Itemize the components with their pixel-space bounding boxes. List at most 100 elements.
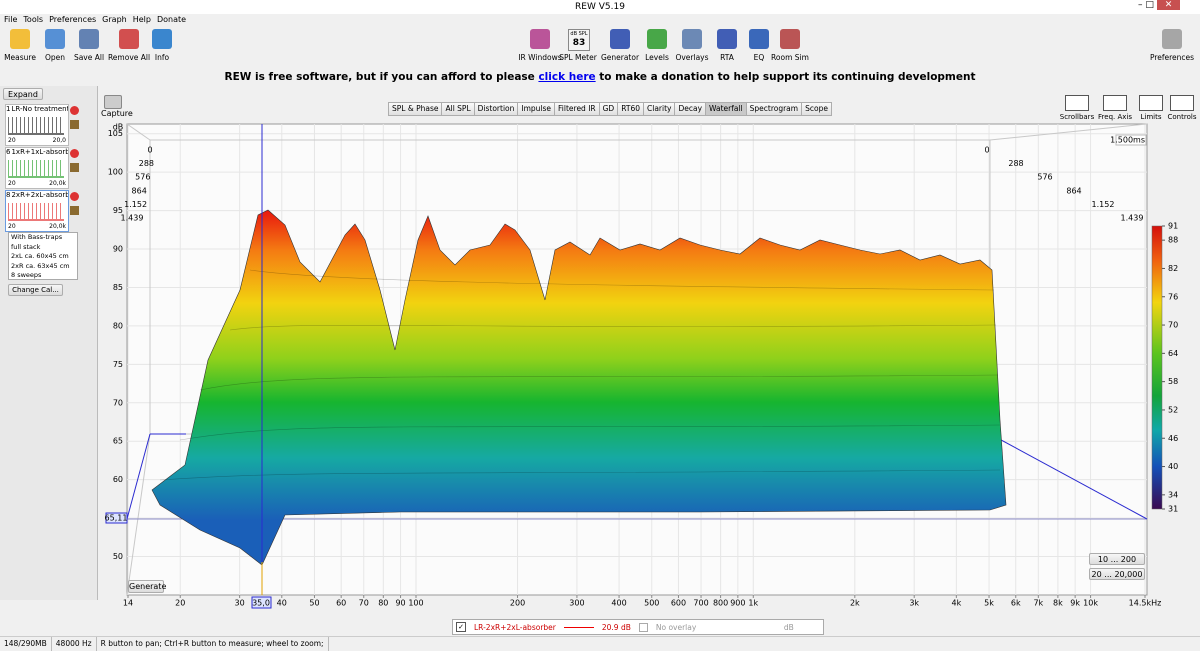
menu-item[interactable]: File — [4, 15, 18, 24]
x-tick-label: 5k — [984, 599, 994, 608]
y-tick-label: 70 — [113, 398, 123, 407]
cursor-plane — [126, 433, 1148, 520]
x-tick-label: 600 — [671, 599, 686, 608]
toolbar-button[interactable]: Measure — [0, 29, 45, 62]
measurement-name: LR-No treatment — [11, 105, 69, 113]
legend-value: 20.9 dB — [601, 622, 631, 632]
x-tick-label: 8k — [1053, 599, 1063, 608]
edit-icon[interactable] — [70, 206, 79, 215]
thumb-label: 20 — [8, 180, 16, 187]
toolbar-button[interactable]: RTA — [702, 29, 752, 62]
checkbox[interactable]: ✓ — [456, 622, 466, 632]
toolbar-icon — [45, 29, 65, 49]
menu-item[interactable]: Graph — [102, 15, 127, 24]
graph-tab[interactable]: Clarity — [643, 102, 676, 116]
y-tick-label: 75 — [113, 360, 123, 369]
measurement-entry[interactable]: 82xR+2xL-absorber 20 20,0k — [5, 190, 69, 232]
expand-button[interactable]: Expand — [3, 88, 43, 100]
thumb-label: 20,0k — [49, 223, 66, 230]
toolbar-button[interactable]: Preferences — [1147, 29, 1197, 62]
time-label: 1.152 — [124, 200, 147, 209]
note-line: With Bass-traps — [11, 233, 63, 241]
view-control[interactable]: Limits — [1133, 95, 1169, 121]
edit-icon[interactable] — [70, 163, 79, 172]
toolbar-button[interactable]: Open — [30, 29, 80, 62]
remove-icon[interactable] — [70, 192, 79, 201]
y-tick-label: 60 — [113, 475, 123, 484]
toolbar-label: Save All — [73, 53, 105, 62]
measurement-entry[interactable]: 61xR+1xL-absorber 20 20,0k — [5, 147, 69, 189]
remove-icon[interactable] — [70, 106, 79, 115]
x-tick-label: 100 — [408, 599, 423, 608]
graph-tab[interactable]: SPL & Phase — [388, 102, 443, 116]
graph-tab[interactable]: RT60 — [617, 102, 645, 116]
window-controls[interactable]: – □ ✕ — [1138, 0, 1200, 14]
x-tick-label: 500 — [644, 599, 659, 608]
donation-link[interactable]: click here — [538, 71, 596, 83]
x-tick-label: 50 — [309, 599, 319, 608]
range-button[interactable]: 20 ... 20,000 — [1089, 568, 1145, 580]
remove-icon[interactable] — [70, 149, 79, 158]
thumb-label: 20,0k — [49, 180, 66, 187]
measurement-title: 82xR+2xL-absorber — [6, 191, 68, 199]
capture-label: Capture — [101, 109, 133, 118]
graph-tab[interactable]: Filtered IR — [554, 102, 600, 116]
graph-tab[interactable]: Scope — [801, 102, 832, 116]
toolbar-label: Preferences — [1149, 53, 1195, 62]
toolbar-button[interactable]: Levels — [632, 29, 682, 62]
status-item: 48000 Hz — [52, 637, 97, 651]
measurement-title: 1LR-No treatment — [6, 105, 68, 113]
measurement-entry[interactable]: 1LR-No treatment 20 20,0 — [5, 104, 69, 146]
range-buttons: 10 ... 200 20 ... 20,000 — [1089, 553, 1145, 583]
menu-item[interactable]: Tools — [23, 15, 44, 24]
time-label: 1.152 — [1092, 200, 1115, 209]
x-tick-label: 300 — [569, 599, 584, 608]
checkbox[interactable] — [638, 622, 648, 632]
view-control-label: Freq. Axis — [1098, 113, 1132, 121]
time-label: 288 — [139, 159, 154, 168]
time-label: 0 — [147, 146, 152, 155]
x-tick-label: 90 — [395, 599, 405, 608]
toolbar: Measure Open Save All Remove All Info IR Wind… — [0, 27, 1200, 68]
note-line: 2xL ca. 60x45 cm — [11, 252, 69, 260]
graph-tab[interactable]: Decay — [674, 102, 707, 116]
graph-tab[interactable]: Waterfall — [705, 102, 747, 116]
view-control[interactable]: Freq. Axis — [1097, 95, 1133, 121]
cursor-x-box — [251, 596, 272, 609]
colorbar-tick-label: 34 — [1168, 490, 1178, 499]
toolbar-button[interactable]: EQ — [734, 29, 784, 62]
toolbar-icon — [780, 29, 800, 49]
toolbar-button[interactable]: Info — [137, 29, 187, 62]
toolbar-button[interactable]: Overlays — [667, 29, 717, 62]
cursor-x-label: 35,0 — [252, 599, 270, 608]
edit-icon[interactable] — [70, 120, 79, 129]
toolbar-button[interactable]: Generator — [595, 29, 645, 62]
menu-item[interactable]: Donate — [156, 15, 187, 24]
graph-tab[interactable]: Spectrogram — [745, 102, 803, 116]
graph-tab[interactable]: All SPL — [441, 102, 475, 116]
toolbar-label: Open — [44, 53, 66, 62]
view-control-icon — [1139, 95, 1163, 111]
view-control[interactable]: Controls — [1164, 95, 1200, 121]
legend-swatch — [563, 626, 594, 628]
menu-item[interactable]: Preferences — [49, 15, 97, 24]
change-cal-button[interactable]: Change Cal... — [8, 284, 63, 296]
menu-item[interactable]: Help — [132, 15, 151, 24]
capture-button[interactable]: Capture — [101, 95, 133, 118]
toolbar-label: EQ — [753, 53, 765, 62]
view-control[interactable]: Scrollbars — [1059, 95, 1095, 121]
generate-button[interactable]: Generate — [128, 580, 167, 593]
graph-tab[interactable]: Impulse — [517, 102, 556, 116]
graph-tab[interactable]: Distortion — [473, 102, 519, 116]
time-label: 576 — [135, 173, 150, 182]
graph-tab[interactable]: GD — [598, 102, 619, 116]
toolbar-button[interactable]: Save All — [64, 29, 114, 62]
view-control-icon — [1065, 95, 1089, 111]
range-button[interactable]: 10 ... 200 — [1089, 553, 1145, 565]
time-label: 864 — [132, 186, 147, 195]
toolbar-button[interactable]: Remove All — [104, 29, 154, 62]
toolbar-button[interactable]: IR Windows — [515, 29, 565, 62]
toolbar-button[interactable]: Room Sim — [765, 29, 815, 62]
donation-banner: REW is free software, but if you can aff… — [0, 69, 1200, 85]
